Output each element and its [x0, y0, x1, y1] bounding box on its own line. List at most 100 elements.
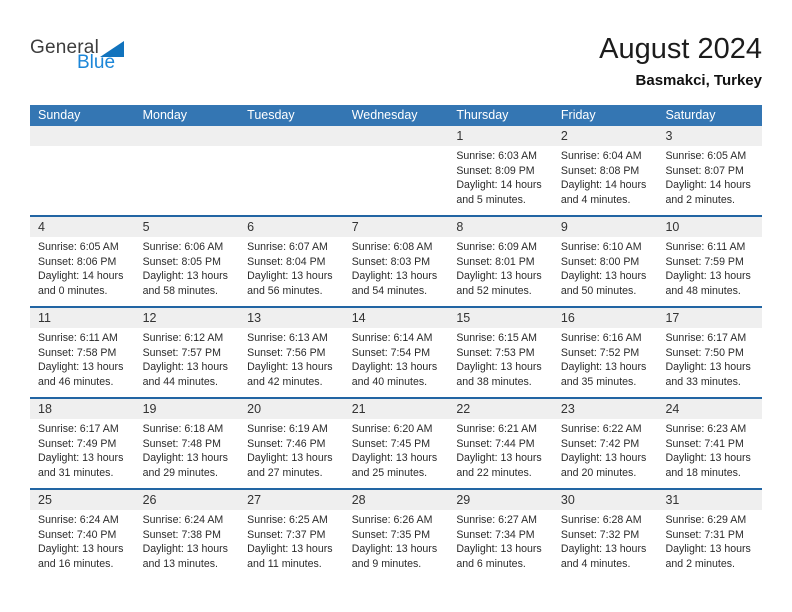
day-number: 9 — [552, 217, 658, 237]
day-details: Sunrise: 6:15 AM Sunset: 7:53 PM Daylight:… — [448, 328, 553, 389]
sunset-text: Sunset: 7:52 PM — [560, 346, 640, 359]
daylight-text: Daylight: 13 hours — [247, 452, 333, 465]
sunset-text: Sunset: 8:05 PM — [142, 255, 221, 268]
daylight-text-cont: and 50 minutes. — [560, 284, 637, 297]
day-cell-19: 19 Sunrise: 6:18 AM Sunset: 7:48 PM Dayligh… — [134, 399, 240, 488]
sunrise-text: Sunrise: 6:07 AM — [247, 241, 328, 253]
sunset-text: Sunset: 7:53 PM — [456, 346, 535, 359]
title-block: August 2024 Basmakci, Turkey — [599, 33, 762, 89]
sunrise-text: Sunrise: 6:16 AM — [560, 332, 642, 344]
day-number — [134, 126, 240, 146]
daylight-text: Daylight: 13 hours — [247, 543, 333, 556]
general-blue-logo: General Blue — [30, 37, 124, 74]
daylight-text: Daylight: 13 hours — [560, 270, 647, 283]
day-cell-3: 3 Sunrise: 6:05 AM Sunset: 8:07 PM Daylight… — [657, 126, 763, 215]
day-details: Sunrise: 6:17 AM Sunset: 7:49 PM Daylight:… — [30, 419, 135, 480]
day-number: 19 — [134, 399, 240, 419]
daylight-text-cont: and 4 minutes. — [560, 557, 631, 570]
daylight-text-cont: and 58 minutes. — [142, 284, 218, 297]
sunset-text: Sunset: 7:32 PM — [560, 528, 640, 541]
sunrise-text: Sunrise: 6:12 AM — [142, 332, 224, 344]
day-details: Sunrise: 6:22 AM Sunset: 7:42 PM Daylight:… — [553, 419, 658, 480]
sunrise-text: Sunrise: 6:15 AM — [456, 332, 537, 344]
daylight-text-cont: and 0 minutes. — [38, 284, 108, 297]
day-cell-17: 17 Sunrise: 6:17 AM Sunset: 7:50 PM Dayligh… — [657, 308, 763, 397]
sunset-text: Sunset: 7:54 PM — [351, 346, 431, 359]
day-number: 22 — [448, 399, 553, 419]
day-number: 23 — [552, 399, 658, 419]
day-details: Sunrise: 6:24 AM Sunset: 7:38 PM Daylight:… — [135, 510, 240, 571]
sunrise-text: Sunrise: 6:26 AM — [351, 514, 433, 526]
day-number: 18 — [30, 399, 135, 419]
day-details: Sunrise: 6:13 AM Sunset: 7:56 PM Daylight:… — [239, 328, 344, 389]
daylight-text-cont: and 13 minutes. — [142, 557, 218, 570]
sunrise-text: Sunrise: 6:19 AM — [247, 423, 328, 435]
sunset-text: Sunset: 8:06 PM — [38, 255, 117, 268]
daylight-text: Daylight: 13 hours — [38, 452, 124, 465]
day-number: 14 — [343, 308, 449, 328]
day-number — [343, 126, 449, 146]
day-cell-empty — [30, 126, 135, 215]
sunset-text: Sunset: 8:00 PM — [560, 255, 640, 268]
daylight-text: Daylight: 13 hours — [351, 270, 438, 283]
day-cell-31: 31 Sunrise: 6:29 AM Sunset: 7:31 PM Dayligh… — [657, 490, 763, 579]
day-number: 6 — [239, 217, 344, 237]
weekday-header-wednesday: Wednesday — [351, 108, 418, 122]
sunrise-text: Sunrise: 6:05 AM — [665, 150, 747, 162]
sunrise-text: Sunrise: 6:13 AM — [247, 332, 328, 344]
week-row-3: 11 Sunrise: 6:11 AM Sunset: 7:58 PM Dayligh… — [30, 306, 763, 397]
sunset-text: Sunset: 7:59 PM — [665, 255, 744, 268]
day-cell-empty — [134, 126, 240, 215]
sunrise-text: Sunrise: 6:17 AM — [665, 332, 747, 344]
daylight-text: Daylight: 13 hours — [665, 543, 751, 556]
daylight-text-cont: and 22 minutes. — [456, 466, 532, 479]
daylight-text: Daylight: 13 hours — [38, 361, 124, 374]
daylight-text: Daylight: 14 hours — [560, 179, 647, 192]
day-cell-11: 11 Sunrise: 6:11 AM Sunset: 7:58 PM Dayligh… — [30, 308, 135, 397]
day-number: 4 — [30, 217, 135, 237]
daylight-text: Daylight: 13 hours — [247, 361, 333, 374]
weekday-header-row: Sunday Monday Tuesday Wednesday Thursday Frid… — [30, 105, 762, 126]
day-details: Sunrise: 6:29 AM Sunset: 7:31 PM Daylight:… — [657, 510, 762, 571]
day-cell-23: 23 Sunrise: 6:22 AM Sunset: 7:42 PM Dayligh… — [552, 399, 658, 488]
day-number: 12 — [134, 308, 240, 328]
sunset-text: Sunset: 7:41 PM — [665, 437, 744, 450]
day-number: 13 — [239, 308, 344, 328]
day-cell-7: 7 Sunrise: 6:08 AM Sunset: 8:03 PM Daylight… — [343, 217, 449, 306]
daylight-text-cont: and 46 minutes. — [38, 375, 114, 388]
day-details: Sunrise: 6:11 AM Sunset: 7:59 PM Daylight:… — [657, 237, 762, 298]
weekday-header-friday: Friday — [560, 108, 596, 122]
sunset-text: Sunset: 8:09 PM — [456, 164, 535, 177]
sunset-text: Sunset: 7:35 PM — [351, 528, 431, 541]
day-number: 25 — [30, 490, 135, 510]
week-row-4: 18 Sunrise: 6:17 AM Sunset: 7:49 PM Dayligh… — [30, 397, 763, 488]
day-number: 16 — [552, 308, 658, 328]
sunset-text: Sunset: 8:01 PM — [456, 255, 535, 268]
daylight-text-cont: and 40 minutes. — [351, 375, 428, 388]
sunset-text: Sunset: 7:45 PM — [351, 437, 431, 450]
sunset-text: Sunset: 7:42 PM — [560, 437, 640, 450]
day-cell-21: 21 Sunrise: 6:20 AM Sunset: 7:45 PM Dayligh… — [343, 399, 449, 488]
day-details: Sunrise: 6:26 AM Sunset: 7:35 PM Daylight:… — [344, 510, 449, 571]
sunset-text: Sunset: 7:38 PM — [142, 528, 221, 541]
day-details: Sunrise: 6:25 AM Sunset: 7:37 PM Daylight:… — [239, 510, 344, 571]
sunrise-text: Sunrise: 6:18 AM — [142, 423, 224, 435]
daylight-text-cont: and 5 minutes. — [456, 193, 526, 206]
sunset-text: Sunset: 7:44 PM — [456, 437, 535, 450]
day-cell-22: 22 Sunrise: 6:21 AM Sunset: 7:44 PM Dayligh… — [448, 399, 553, 488]
sunrise-text: Sunrise: 6:08 AM — [351, 241, 433, 253]
week-row-5: 25 Sunrise: 6:24 AM Sunset: 7:40 PM Dayligh… — [30, 488, 763, 579]
sunrise-text: Sunrise: 6:24 AM — [38, 514, 119, 526]
page-subtitle: Basmakci, Turkey — [635, 72, 762, 89]
daylight-text-cont: and 48 minutes. — [665, 284, 741, 297]
sunrise-text: Sunrise: 6:04 AM — [560, 150, 642, 162]
weekday-header-monday: Monday — [142, 108, 188, 122]
sunrise-text: Sunrise: 6:20 AM — [351, 423, 433, 435]
daylight-text-cont: and 2 minutes. — [665, 193, 735, 206]
daylight-text: Daylight: 13 hours — [456, 361, 542, 374]
day-details: Sunrise: 6:19 AM Sunset: 7:46 PM Daylight:… — [239, 419, 344, 480]
day-cell-27: 27 Sunrise: 6:25 AM Sunset: 7:37 PM Dayligh… — [239, 490, 344, 579]
sunset-text: Sunset: 8:03 PM — [351, 255, 431, 268]
sunrise-text: Sunrise: 6:05 AM — [38, 241, 119, 253]
sunrise-text: Sunrise: 6:21 AM — [456, 423, 537, 435]
